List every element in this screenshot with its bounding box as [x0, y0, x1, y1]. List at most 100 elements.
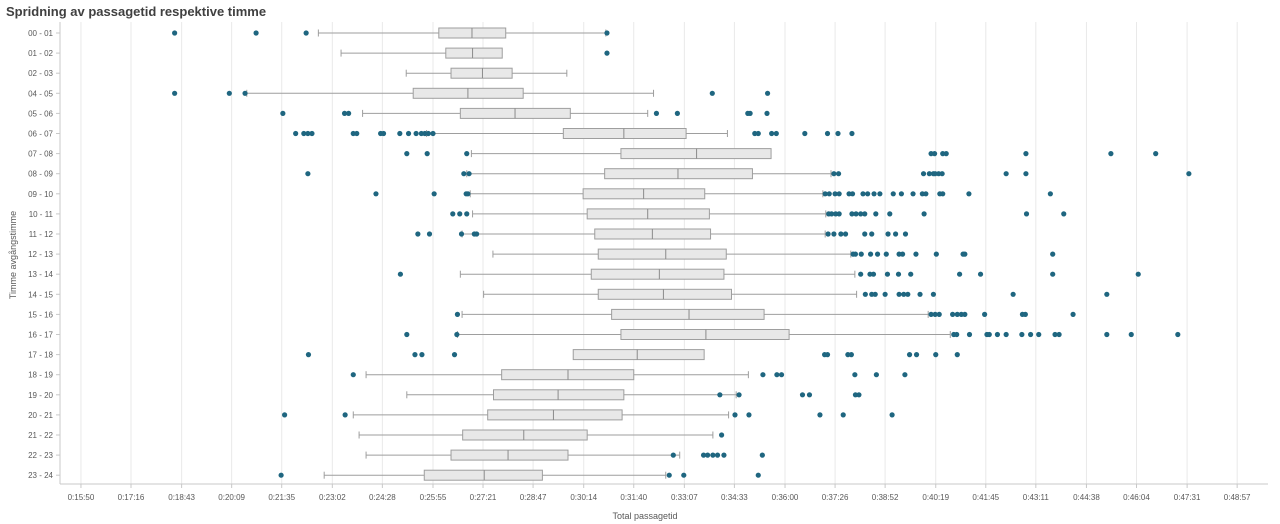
outlier-point	[849, 130, 855, 137]
outlier-point	[415, 231, 421, 237]
outlier-point	[835, 171, 842, 177]
outlier-point	[717, 392, 723, 398]
outlier-point	[778, 372, 785, 378]
outlier-point	[910, 191, 916, 197]
outlier-point	[755, 130, 761, 137]
outlier-point	[425, 130, 431, 137]
outlier-point	[943, 151, 949, 157]
outlier-point	[862, 291, 868, 297]
box-row	[397, 268, 1141, 280]
outlier-point	[666, 472, 672, 478]
outlier-point	[826, 191, 832, 197]
outlier-point	[424, 151, 430, 157]
outlier-point	[764, 110, 770, 116]
outlier-point	[1153, 151, 1159, 157]
outlier-point	[1186, 171, 1192, 177]
box-row	[406, 389, 862, 401]
outlier-point	[451, 352, 458, 358]
outlier-point	[172, 90, 178, 96]
outlier-point	[681, 472, 687, 478]
box-iqr	[423, 469, 543, 481]
outlier-point	[1023, 151, 1029, 157]
outlier-point	[709, 90, 715, 96]
outlier-point	[404, 151, 410, 157]
outlier-point	[1050, 271, 1056, 277]
x-tick-label: 0:38:52	[872, 493, 899, 502]
outlier-point	[172, 30, 178, 36]
x-tick-label: 0:48:57	[1224, 493, 1251, 502]
outlier-point	[1036, 331, 1042, 338]
outlier-point	[719, 432, 725, 438]
x-tick-label: 0:17:16	[118, 493, 145, 502]
outlier-point	[1027, 331, 1034, 338]
x-tick-label: 0:40:19	[922, 493, 949, 502]
box-iqr	[493, 389, 625, 401]
outlier-point	[962, 251, 968, 257]
x-tick-label: 0:28:47	[520, 493, 547, 502]
outlier-point	[825, 231, 831, 237]
outlier-point	[852, 251, 859, 257]
outlier-point	[842, 231, 849, 237]
outlier-point	[773, 130, 779, 137]
outlier-point	[732, 412, 738, 418]
outlier-point	[940, 191, 946, 197]
y-axis-categories: 00 - 01 01 - 02 02 - 03 04 - 05 05 - 06 06 - …	[28, 29, 60, 480]
box-row	[365, 449, 765, 461]
box-iqr	[445, 47, 503, 59]
outlier-point	[933, 352, 939, 358]
outlier-point	[824, 130, 831, 137]
box-row	[373, 188, 1053, 200]
outlier-point	[226, 90, 232, 96]
outlier-point	[354, 130, 360, 137]
outlier-point	[755, 472, 761, 478]
outlier-point	[898, 191, 905, 197]
x-tick-label: 0:43:11	[1023, 493, 1050, 502]
outlier-point	[931, 151, 938, 157]
x-tick-label: 0:25:55	[420, 493, 447, 502]
y-category-label: 13 - 14	[28, 270, 53, 279]
box-iqr	[597, 288, 732, 300]
outlier-point	[1047, 191, 1053, 197]
outlier-point	[828, 211, 835, 217]
outlier-point	[1022, 311, 1028, 317]
outlier-point	[862, 211, 868, 217]
chart-title: Spridning av passagetid respektive timme	[6, 4, 267, 19]
outlier-point	[917, 291, 923, 297]
outlier-point	[913, 352, 920, 358]
outlier-point	[293, 130, 299, 137]
outlier-point	[871, 191, 877, 197]
outlier-point	[887, 211, 893, 217]
y-category-label: 15 - 16	[28, 310, 53, 319]
outlier-point	[877, 191, 883, 197]
y-category-label: 08 - 09	[28, 170, 53, 179]
outlier-point	[824, 352, 831, 358]
outlier-point	[962, 311, 968, 317]
outlier-point	[464, 211, 470, 217]
x-axis-title: Total passagetid	[612, 511, 678, 521]
outlier-point	[373, 191, 379, 197]
outlier-point	[862, 231, 868, 237]
box-row	[454, 308, 1076, 320]
outlier-point	[899, 251, 906, 257]
axes	[59, 22, 1268, 485]
outlier-point	[413, 130, 419, 137]
box-row	[305, 168, 1192, 180]
outlier-point	[902, 372, 908, 378]
outlier-point	[873, 211, 879, 217]
outlier-point	[892, 231, 899, 237]
outlier-point	[831, 171, 837, 177]
outlier-point	[305, 130, 311, 137]
outlier-point	[926, 171, 932, 177]
box-row	[293, 128, 855, 139]
box-row	[278, 469, 761, 481]
outlier-point	[242, 90, 248, 96]
outlier-point	[419, 352, 425, 358]
box-row	[483, 288, 1110, 300]
outlier-point	[342, 412, 348, 418]
outlier-point	[836, 191, 842, 197]
outlier-point	[303, 30, 309, 36]
outlier-point	[858, 271, 864, 277]
outlier-point	[954, 331, 960, 338]
outlier-point	[774, 372, 780, 378]
y-category-label: 01 - 02	[28, 49, 53, 58]
